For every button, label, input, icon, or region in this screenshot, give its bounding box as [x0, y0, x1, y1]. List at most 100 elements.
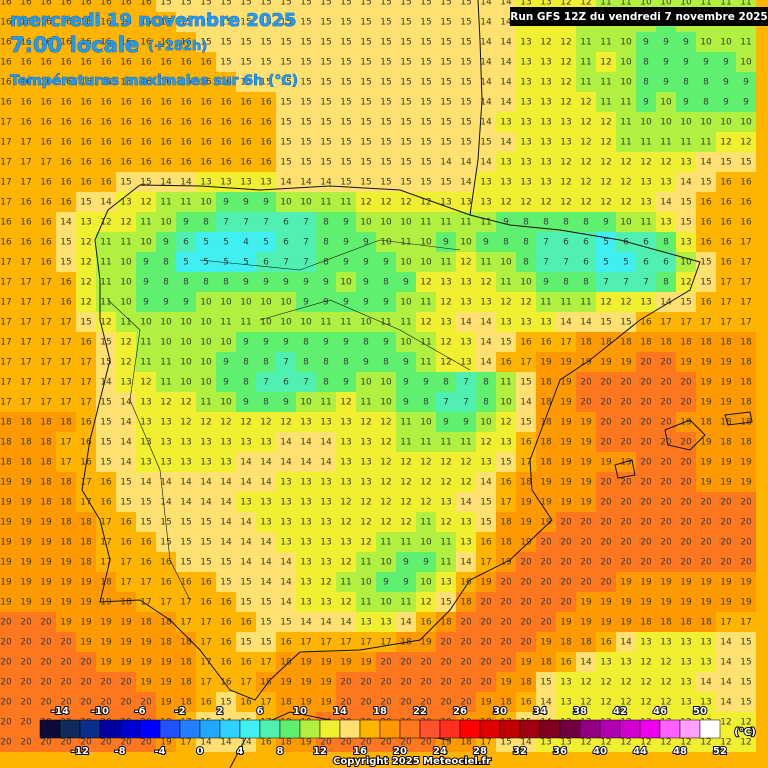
field-value: 17 [120, 578, 131, 588]
field-cell [676, 532, 696, 552]
field-cell [396, 312, 416, 332]
field-value: 17 [60, 458, 71, 468]
field-value: 11 [660, 138, 671, 148]
field-cell [616, 132, 636, 152]
field-cell [396, 252, 416, 272]
field-cell [316, 532, 336, 552]
field-value: 15 [440, 18, 451, 28]
field-cell [476, 632, 496, 652]
field-cell [416, 252, 436, 272]
field-value: 12 [240, 418, 251, 428]
field-cell [616, 72, 636, 92]
field-value: 16 [100, 118, 112, 128]
field-value: 13 [80, 218, 91, 228]
copyright: Copyright 2025 Meteociel.fr [333, 756, 491, 767]
field-value: 9 [403, 398, 409, 408]
field-value: 14 [220, 478, 232, 488]
field-cell [696, 292, 716, 312]
field-value: 20 [360, 738, 372, 748]
field-cell [456, 172, 476, 192]
field-value: 16 [60, 38, 72, 48]
field-cell [576, 292, 596, 312]
field-cell [396, 332, 416, 352]
field-cell [636, 632, 656, 652]
field-cell [76, 72, 96, 92]
field-value: 14 [660, 198, 672, 208]
field-cell [116, 292, 136, 312]
field-value: 12 [600, 58, 611, 68]
field-value: 17 [0, 398, 11, 408]
field-cell [16, 732, 36, 752]
field-cell [456, 332, 476, 352]
field-cell [496, 632, 516, 652]
field-value: 20 [140, 698, 152, 708]
field-value: 15 [340, 0, 351, 8]
field-value: 15 [100, 458, 111, 468]
field-cell [396, 612, 416, 632]
field-value: 15 [320, 18, 331, 28]
field-value: 14 [320, 458, 332, 468]
field-value: 13 [360, 478, 371, 488]
field-value: 17 [700, 318, 711, 328]
field-cell [296, 692, 316, 712]
field-value: 16 [40, 118, 52, 128]
field-value: 15 [180, 538, 191, 548]
field-value: 12 [540, 38, 551, 48]
field-value: 19 [320, 678, 332, 688]
field-cell [456, 632, 476, 652]
field-value: 12 [740, 138, 751, 148]
field-value: 12 [580, 698, 591, 708]
field-cell [0, 372, 16, 392]
field-cell [436, 432, 456, 452]
field-value: 20 [660, 498, 672, 508]
field-value: 19 [160, 698, 172, 708]
field-value: 8 [563, 218, 569, 228]
field-value: 8 [543, 218, 549, 228]
field-value: 11 [100, 278, 111, 288]
field-value: 16 [100, 138, 112, 148]
field-value: 13 [520, 318, 531, 328]
field-value: 8 [243, 378, 249, 388]
field-value: 9 [243, 338, 249, 348]
field-cell [696, 332, 716, 352]
field-value: 15 [80, 318, 91, 328]
field-cell [196, 452, 216, 472]
field-value: 20 [640, 538, 652, 548]
field-cell [296, 292, 316, 312]
field-cell [96, 192, 116, 212]
field-value: 15 [240, 598, 251, 608]
field-value: 15 [140, 518, 151, 528]
field-cell [536, 472, 556, 492]
field-cell [136, 692, 156, 712]
field-value: 16 [220, 78, 232, 88]
field-cell [36, 612, 56, 632]
field-cell [216, 352, 236, 372]
colorbar-tick-label: 12 [313, 746, 327, 757]
field-cell [716, 52, 736, 72]
colorbar-swatch [159, 719, 181, 739]
field-value: 16 [180, 158, 192, 168]
field-cell [416, 472, 436, 492]
field-cell [116, 632, 136, 652]
field-value: 17 [560, 338, 571, 348]
field-cell [356, 512, 376, 532]
field-cell [76, 172, 96, 192]
field-value: 20 [460, 658, 472, 668]
field-cell [456, 592, 476, 612]
colorbar-swatch [219, 719, 241, 739]
field-cell [376, 532, 396, 552]
field-value: 14 [240, 738, 252, 748]
field-value: 20 [620, 518, 632, 528]
field-value: 20 [500, 618, 512, 628]
field-value: 19 [100, 638, 112, 648]
field-value: 12 [480, 438, 491, 448]
field-cell [736, 52, 756, 72]
field-value: 14 [160, 178, 172, 188]
field-value: 7 [243, 218, 249, 228]
field-cell [576, 612, 596, 632]
field-value: 15 [380, 118, 391, 128]
field-cell [576, 152, 596, 172]
colorbar-tick-label: 16 [353, 746, 367, 757]
field-cell [56, 12, 76, 32]
field-value: 13 [460, 518, 471, 528]
